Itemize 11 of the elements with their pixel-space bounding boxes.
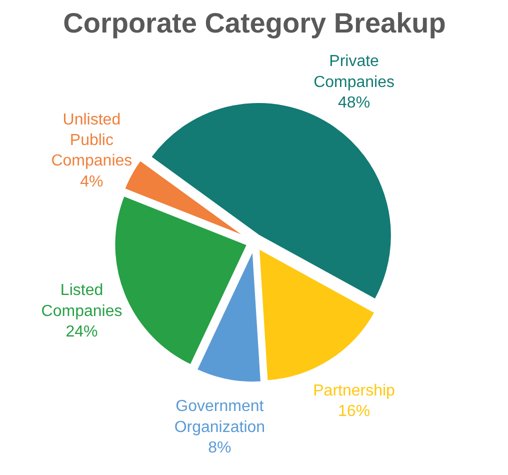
slice-label: Unlisted Public Companies <box>51 111 132 170</box>
slice-label: Government Organization <box>174 398 266 436</box>
slice-label: Partnership <box>313 382 396 400</box>
data-label: 16% <box>338 403 370 420</box>
data-label: 4% <box>80 173 104 190</box>
slice-label: Listed Companies <box>41 282 122 320</box>
chart-title: Corporate Category Breakup <box>63 8 446 38</box>
data-label: 48% <box>338 94 370 112</box>
data-label: 24% <box>66 323 98 340</box>
slice-label: Private Companies <box>314 53 395 91</box>
data-label: 8% <box>208 439 232 456</box>
